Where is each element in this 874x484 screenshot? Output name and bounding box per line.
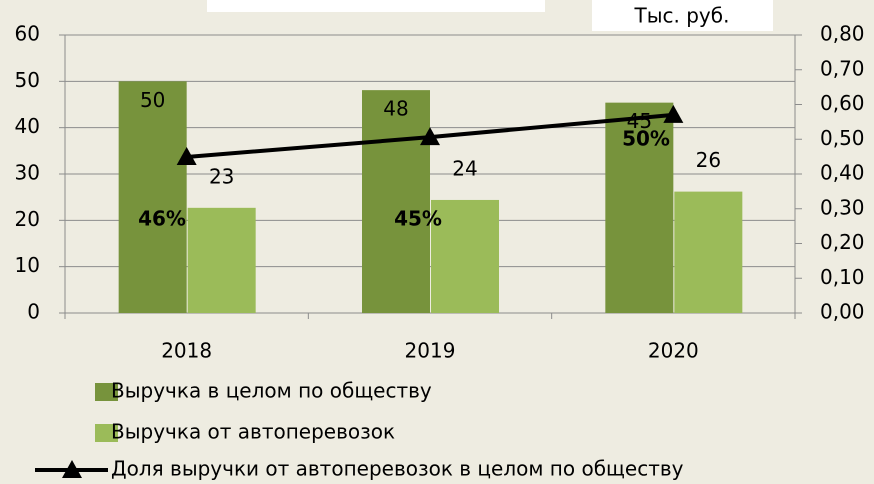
data-label: 24 <box>452 156 477 180</box>
y-tick-label: 20 <box>15 207 40 231</box>
x-tick-label: 2019 <box>405 339 456 363</box>
y-tick-label: 40 <box>15 114 40 138</box>
data-label: 23 <box>209 164 234 188</box>
line-marker <box>176 146 197 165</box>
y2-tick-label: 0,20 <box>820 230 865 254</box>
line-marker <box>663 104 684 123</box>
y2-tick-label: 0,00 <box>820 300 865 324</box>
data-label: 48 <box>383 97 408 121</box>
y-tick-label: 50 <box>15 68 40 92</box>
y2-tick-label: 0,70 <box>820 56 865 80</box>
data-label: 45 <box>627 109 652 133</box>
y2-tick-label: 0,40 <box>820 161 865 185</box>
unit-label: Тыс. руб. <box>634 4 730 28</box>
bar <box>605 102 674 313</box>
line-marker <box>420 127 440 146</box>
y-tick-label: 10 <box>15 253 40 277</box>
data-label: 50 <box>140 88 165 112</box>
legend-marker <box>62 460 82 478</box>
bar <box>674 191 743 313</box>
y-tick-label: 0 <box>27 300 40 324</box>
legend-swatch <box>95 383 118 401</box>
annotation: 45% <box>394 207 442 231</box>
y2-tick-label: 0,50 <box>820 126 865 150</box>
x-tick-label: 2018 <box>161 339 212 363</box>
legend-label: Выручка от автоперевозок <box>111 420 395 444</box>
y-tick-label: 60 <box>15 22 40 46</box>
y2-tick-label: 0,80 <box>820 22 865 46</box>
y2-tick-label: 0,30 <box>820 195 865 219</box>
annotation: 46% <box>138 207 186 231</box>
legend-label: Выручка в целом по обществу <box>111 379 432 403</box>
bar <box>118 81 187 313</box>
y2-tick-label: 0,10 <box>820 265 865 289</box>
bar <box>431 199 499 313</box>
legend-swatch <box>95 424 118 442</box>
unit-box <box>592 0 773 31</box>
x-tick-label: 2020 <box>648 339 699 363</box>
y2-tick-label: 0,60 <box>820 91 865 115</box>
bar <box>362 90 430 314</box>
bar <box>187 207 256 313</box>
data-label: 26 <box>696 148 721 172</box>
legend-label: Доля выручки от автоперевозок в целом по… <box>111 457 684 481</box>
y-tick-label: 30 <box>15 161 40 185</box>
title-box <box>207 0 545 12</box>
annotation: 50% <box>622 127 670 151</box>
